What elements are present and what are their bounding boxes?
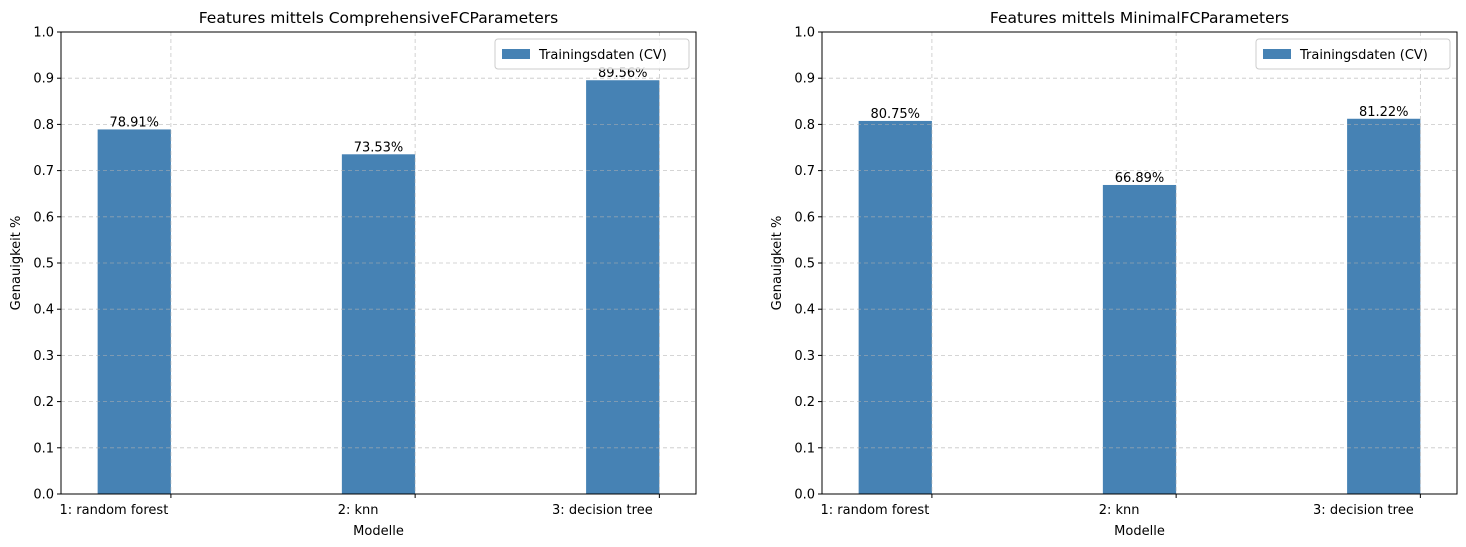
y-axis-label: Genauigkeit %: [9, 216, 24, 311]
data-label: 73.53%: [354, 140, 404, 155]
y-tick-label: 0.6: [33, 210, 54, 225]
legend-label: Trainingsdaten (CV): [1299, 48, 1428, 63]
y-tick-label: 0.5: [33, 257, 54, 272]
x-axis-label: Modelle: [1114, 524, 1165, 539]
bar-3: [586, 80, 660, 495]
chart-panel-1: 0.0 0.1 0.2 0.3 0.4 0.5 0.6 0.7 0.8 0.9 1.0 1: rand…: [9, 9, 697, 539]
x-tick-label: 1: random forest: [821, 503, 930, 518]
data-label: 80.75%: [870, 107, 920, 122]
chart-title: Features mittels MinimalFCParameters: [990, 9, 1289, 27]
y-tick-label: 0.7: [33, 164, 54, 179]
y-axis-label: Genauigkeit %: [770, 216, 785, 311]
bar-2: [341, 154, 416, 495]
y-tick-label: 1.0: [33, 26, 54, 41]
y-tick-label: 0.1: [33, 441, 54, 456]
x-tick-label: 3: decision tree: [1313, 503, 1414, 518]
y-tick-label: 0.5: [794, 257, 815, 272]
y-tick-label: 0.4: [33, 303, 54, 318]
y-tick-label: 0.4: [794, 303, 815, 318]
y-tick-label: 0.3: [33, 349, 54, 364]
bar-1: [97, 129, 171, 495]
legend-box: [494, 38, 690, 70]
y-tick-label: 0.6: [794, 210, 815, 225]
legend: Trainingsdaten (CV): [1255, 38, 1451, 70]
x-tick-label: 2: knn: [338, 503, 379, 518]
y-tick-label: 0.0: [794, 488, 815, 503]
y-tick-label: 0.0: [33, 488, 54, 503]
bar-2: [1102, 184, 1177, 494]
y-tick-label: 0.8: [33, 118, 54, 133]
data-label: 66.89%: [1115, 171, 1165, 186]
data-label: 78.91%: [109, 115, 159, 130]
y-tick-label: 0.7: [794, 164, 815, 179]
x-tick-label: 2: knn: [1099, 503, 1140, 518]
y-tick-label: 0.9: [33, 72, 54, 87]
bar-1: [858, 120, 932, 494]
data-label: 81.22%: [1359, 105, 1409, 120]
y-tick-label: 1.0: [794, 26, 815, 41]
legend-swatch: [502, 49, 530, 59]
legend-label: Trainingsdaten (CV): [538, 48, 667, 63]
data-label: 89.56%: [598, 66, 648, 81]
y-tick-label: 0.2: [794, 395, 815, 410]
y-tick-label: 0.8: [794, 118, 815, 133]
x-tick-label: 1: random forest: [60, 503, 169, 518]
chart-title: Features mittels ComprehensiveFCParamete…: [199, 9, 559, 27]
chart-panel-2: 0.0 0.1 0.2 0.3 0.4 0.5 0.6 0.7 0.8 0.9 1.0 1: rand…: [770, 9, 1458, 539]
x-tick-label: 3: decision tree: [552, 503, 653, 518]
bar-3: [1347, 118, 1421, 494]
legend-swatch: [1263, 49, 1291, 59]
y-tick-label: 0.3: [794, 349, 815, 364]
legend: Trainingsdaten (CV): [494, 38, 690, 70]
legend-box: [1255, 38, 1451, 70]
x-axis-label: Modelle: [353, 524, 404, 539]
y-tick-label: 0.2: [33, 395, 54, 410]
y-tick-label: 0.9: [794, 72, 815, 87]
y-tick-label: 0.1: [794, 441, 815, 456]
